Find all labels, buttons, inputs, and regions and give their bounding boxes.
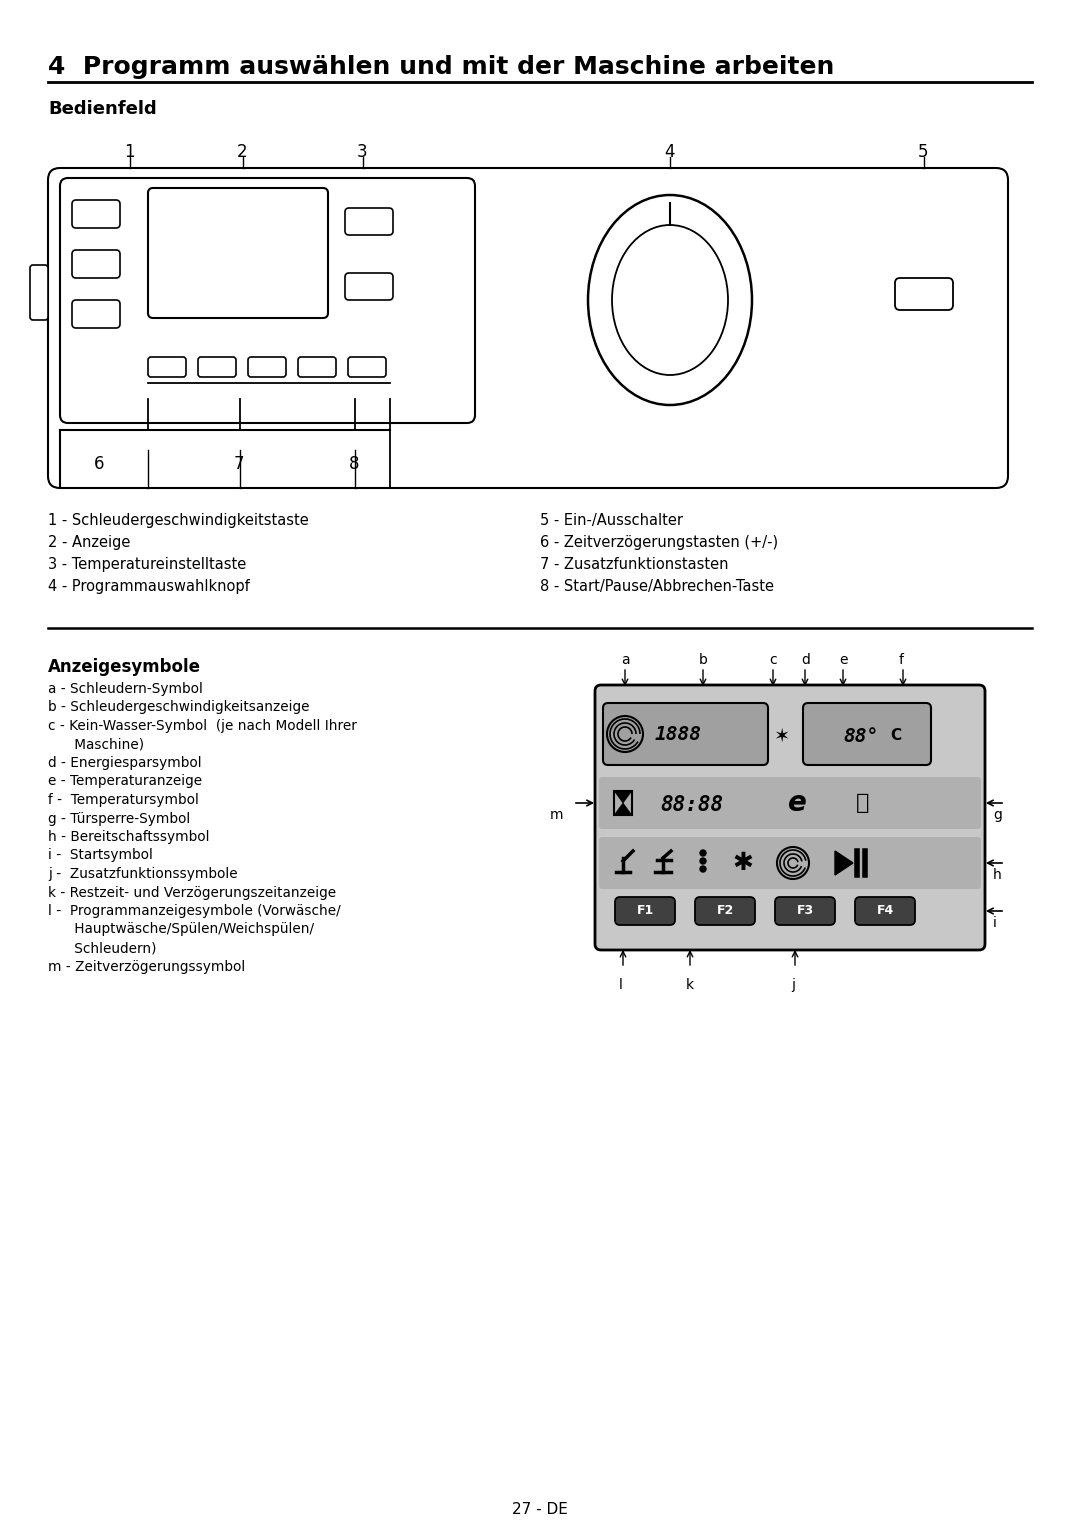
FancyBboxPatch shape [615,898,675,925]
Text: h - Bereitschaftssymbol: h - Bereitschaftssymbol [48,830,210,844]
Text: e - Temperaturanzeige: e - Temperaturanzeige [48,775,202,789]
Text: 🔒: 🔒 [856,794,869,813]
Text: 88:88: 88:88 [660,795,724,815]
FancyBboxPatch shape [599,777,981,829]
Text: F4: F4 [876,904,893,918]
Text: m: m [550,807,564,823]
Text: c - Kein-Wasser-Symbol  (je nach Modell Ihrer: c - Kein-Wasser-Symbol (je nach Modell I… [48,719,356,732]
Text: ✱: ✱ [732,850,754,875]
Text: i -  Startsymbol: i - Startsymbol [48,849,153,863]
Text: 4: 4 [664,142,675,161]
Polygon shape [615,803,631,813]
Text: 2 - Anzeige: 2 - Anzeige [48,535,131,550]
Circle shape [700,850,706,856]
FancyBboxPatch shape [599,836,981,889]
FancyBboxPatch shape [48,169,1008,489]
FancyBboxPatch shape [345,273,393,300]
Polygon shape [615,792,631,803]
Text: b: b [699,653,707,666]
Text: 6 - Zeitverzögerungstasten (+/-): 6 - Zeitverzögerungstasten (+/-) [540,535,778,550]
Text: 8: 8 [349,455,360,473]
Text: k - Restzeit- und Verzögerungszeitanzeige: k - Restzeit- und Verzögerungszeitanzeig… [48,885,336,899]
FancyBboxPatch shape [248,357,286,377]
Text: j -  Zusatzfunktionssymbole: j - Zusatzfunktionssymbole [48,867,238,881]
Text: Anzeigesymbole: Anzeigesymbole [48,659,201,676]
Text: g - Türsperre-Symbol: g - Türsperre-Symbol [48,812,190,826]
Text: Hauptwäsche/Spülen/Weichspülen/: Hauptwäsche/Spülen/Weichspülen/ [48,922,314,936]
Text: d - Energiesparsymbol: d - Energiesparsymbol [48,755,202,771]
FancyBboxPatch shape [804,703,931,764]
Text: 4 - Programmauswahlknopf: 4 - Programmauswahlknopf [48,579,249,594]
Text: e: e [787,789,807,817]
Polygon shape [835,850,853,875]
Text: 1888: 1888 [654,725,702,743]
FancyBboxPatch shape [72,201,120,228]
FancyBboxPatch shape [595,685,985,950]
Text: f: f [899,653,904,666]
Text: d: d [801,653,810,666]
Text: F2: F2 [716,904,733,918]
Text: 7 - Zusatzfunktionstasten: 7 - Zusatzfunktionstasten [540,558,729,571]
Text: 27 - DE: 27 - DE [512,1501,568,1517]
Ellipse shape [612,225,728,375]
Text: 4  Programm auswählen und mit der Maschine arbeiten: 4 Programm auswählen und mit der Maschin… [48,55,835,80]
Text: 3 - Temperatureinstelltaste: 3 - Temperatureinstelltaste [48,558,246,571]
Text: C: C [890,729,901,743]
Text: 2: 2 [237,142,247,161]
Text: Maschine): Maschine) [48,737,144,752]
Text: b - Schleudergeschwindigkeitsanzeige: b - Schleudergeschwindigkeitsanzeige [48,700,310,714]
FancyBboxPatch shape [696,898,755,925]
Text: c: c [769,653,777,666]
FancyBboxPatch shape [855,898,915,925]
Text: h: h [993,869,1002,882]
Text: Bedienfeld: Bedienfeld [48,100,157,118]
FancyBboxPatch shape [603,703,768,764]
Text: F3: F3 [796,904,813,918]
Circle shape [700,866,706,872]
Text: 1 - Schleudergeschwindigkeitstaste: 1 - Schleudergeschwindigkeitstaste [48,513,309,529]
Circle shape [700,858,706,864]
FancyBboxPatch shape [298,357,336,377]
FancyBboxPatch shape [30,265,48,320]
FancyBboxPatch shape [775,898,835,925]
Text: l: l [619,977,623,993]
FancyBboxPatch shape [148,357,186,377]
FancyBboxPatch shape [348,357,386,377]
Ellipse shape [588,195,752,404]
Text: Schleudern): Schleudern) [48,941,157,954]
FancyBboxPatch shape [72,250,120,277]
Text: g: g [993,807,1002,823]
FancyBboxPatch shape [895,277,953,309]
Text: 8 - Start/Pause/Abbrechen-Taste: 8 - Start/Pause/Abbrechen-Taste [540,579,774,594]
Text: F1: F1 [636,904,653,918]
Text: 5 - Ein-/Ausschalter: 5 - Ein-/Ausschalter [540,513,683,529]
Text: 7: 7 [234,455,244,473]
FancyBboxPatch shape [72,300,120,328]
Text: a - Schleudern-Symbol: a - Schleudern-Symbol [48,682,203,696]
Text: k: k [686,977,694,993]
FancyBboxPatch shape [345,208,393,234]
Text: l -  Programmanzeigesymbole (Vorwäsche/: l - Programmanzeigesymbole (Vorwäsche/ [48,904,341,918]
Text: a: a [621,653,630,666]
FancyBboxPatch shape [148,188,328,319]
Text: 6: 6 [94,455,105,473]
Text: j: j [791,977,795,993]
Text: 88°: 88° [843,726,878,746]
Text: i: i [993,916,997,930]
Bar [615,791,632,815]
Text: 3: 3 [357,142,367,161]
Text: m - Zeitverzögerungssymbol: m - Zeitverzögerungssymbol [48,959,245,973]
FancyBboxPatch shape [198,357,237,377]
Circle shape [777,847,809,879]
Text: 1: 1 [124,142,135,161]
Text: 5: 5 [918,142,929,161]
Text: e: e [839,653,848,666]
Circle shape [607,715,643,752]
Text: f -  Temperatursymbol: f - Temperatursymbol [48,794,199,807]
FancyBboxPatch shape [60,178,475,423]
Text: ✶: ✶ [773,726,789,746]
